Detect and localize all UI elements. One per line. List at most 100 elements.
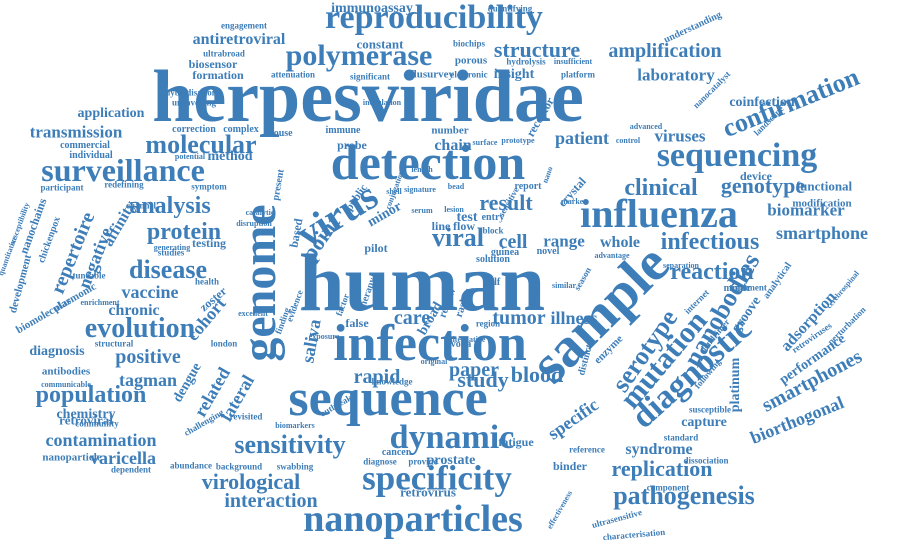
cloud-word: platinum [728,357,743,413]
cloud-word: porous [454,54,488,67]
cloud-word: transmission [29,122,123,142]
cloud-word: diagnose [363,456,397,467]
cloud-word: flow [453,219,475,233]
cloud-word: disruption [236,219,272,228]
cloud-word: dissociation [683,455,729,466]
cloud-word: sequencing [656,137,818,174]
cloud-word: voka [450,339,472,350]
cloud-word: individual [69,150,113,161]
cloud-word: false [345,316,369,330]
cloud-word: alternative [448,335,486,344]
cloud-word: community [75,418,119,429]
cloud-word: report [514,181,542,192]
cloud-word: antibodies [41,365,91,378]
cloud-word: clinical [624,175,698,201]
cloud-word: self [485,277,501,288]
cloud-word: diagnosis [29,344,85,359]
cloud-word: fatigue [498,435,534,449]
cloud-word: nano [540,165,555,185]
cloud-word: contamination [45,430,157,450]
cloud-word: pilot [364,241,388,255]
cloud-word: antiretroviral [192,31,286,48]
cloud-word: mouse [265,128,293,139]
cloud-word: genotype [720,173,806,198]
cloud-word: human [298,237,546,328]
cloud-word: provide [408,456,438,467]
cloud-word: generating [153,243,191,252]
cloud-word: prostate [426,453,476,468]
cloud-word: virological [201,469,301,494]
cloud-word: inoculation [362,98,402,107]
cloud-word: advanced [629,122,663,131]
cloud-word: testing [192,236,226,250]
cloud-word: retrovirus [400,484,456,500]
cloud-word: reference [569,444,605,455]
cloud-word: tuneable [72,270,106,281]
cloud-word: retroviral [59,412,113,428]
cloud-word: capture [681,415,727,430]
cloud-word: hydrolysis [506,56,546,67]
cloud-word: surface [472,138,498,147]
cloud-word: biomarker [767,200,845,220]
cloud-word: quantifying [487,3,533,14]
cloud-word: sequence [288,370,488,427]
cloud-word: biomarkers [275,421,315,430]
cloud-word: chain [434,137,472,154]
cloud-word: specificity [362,458,512,498]
cloud-word: dynamic [389,419,515,456]
cloud-word: unravelling [171,97,217,108]
cloud-word: separation [663,261,699,270]
cloud-word: analysis [129,193,211,219]
cloud-word: immune [325,125,361,136]
cloud-word: communicable [41,380,91,389]
cloud-word: present [270,168,287,202]
cloud-word: cancer [381,447,411,458]
cloud-word: care [393,307,431,329]
cloud-word: chemistry [56,407,116,422]
cloud-word: bead [447,182,465,191]
cloud-word: exposure [308,332,340,341]
cloud-word: device [740,169,772,183]
cloud-word: specific [543,394,603,444]
cloud-word: advantage [594,251,630,260]
cloud-word: development [6,253,35,315]
cloud-word: biochips [452,38,486,49]
cloud-word: positive [115,346,181,368]
cloud-word: enrichment [80,298,120,307]
cloud-word: susceptible [688,404,732,415]
cloud-word: biosensor [188,57,238,71]
cloud-word: population [35,382,147,408]
cloud-word: london [210,338,238,349]
cloud-word: polymerase [285,39,433,72]
cloud-word: nanoparticle [42,451,102,464]
cloud-word: platform [561,69,595,80]
cloud-word: reaction [670,259,754,285]
cloud-word: flusurvey [410,68,454,81]
cloud-word: original [420,357,448,366]
cloud-word: interaction [224,490,318,512]
cloud-word: treatment [729,282,767,293]
cloud-word: similar [552,281,576,290]
cloud-word: immunoassay [331,1,413,16]
cloud-word: sensitivity [234,430,346,459]
cloud-word: lesion [444,205,464,214]
cloud-word: participant [40,182,84,193]
cloud-word: varicella [90,448,156,468]
cloud-word: evolution [84,313,196,344]
cloud-word: blood [510,362,564,387]
cloud-word: marker [561,197,587,206]
cloud-word: number [431,124,469,137]
cloud-word: complex [223,124,259,135]
cloud-word: biomolecular [14,294,74,337]
cloud-word: surveillance [41,152,205,188]
cloud-word: significant [349,71,391,82]
cloud-word: ultrasensitive [590,507,644,531]
cloud-word: mimic [723,283,751,294]
cloud-word: region [475,318,501,329]
cloud-word: catalytic [245,208,275,217]
cloud-word: potential [174,152,206,161]
cloud-word: structural [94,338,134,349]
cloud-word: channel [125,200,157,211]
cloud-word: excellent [238,309,268,318]
